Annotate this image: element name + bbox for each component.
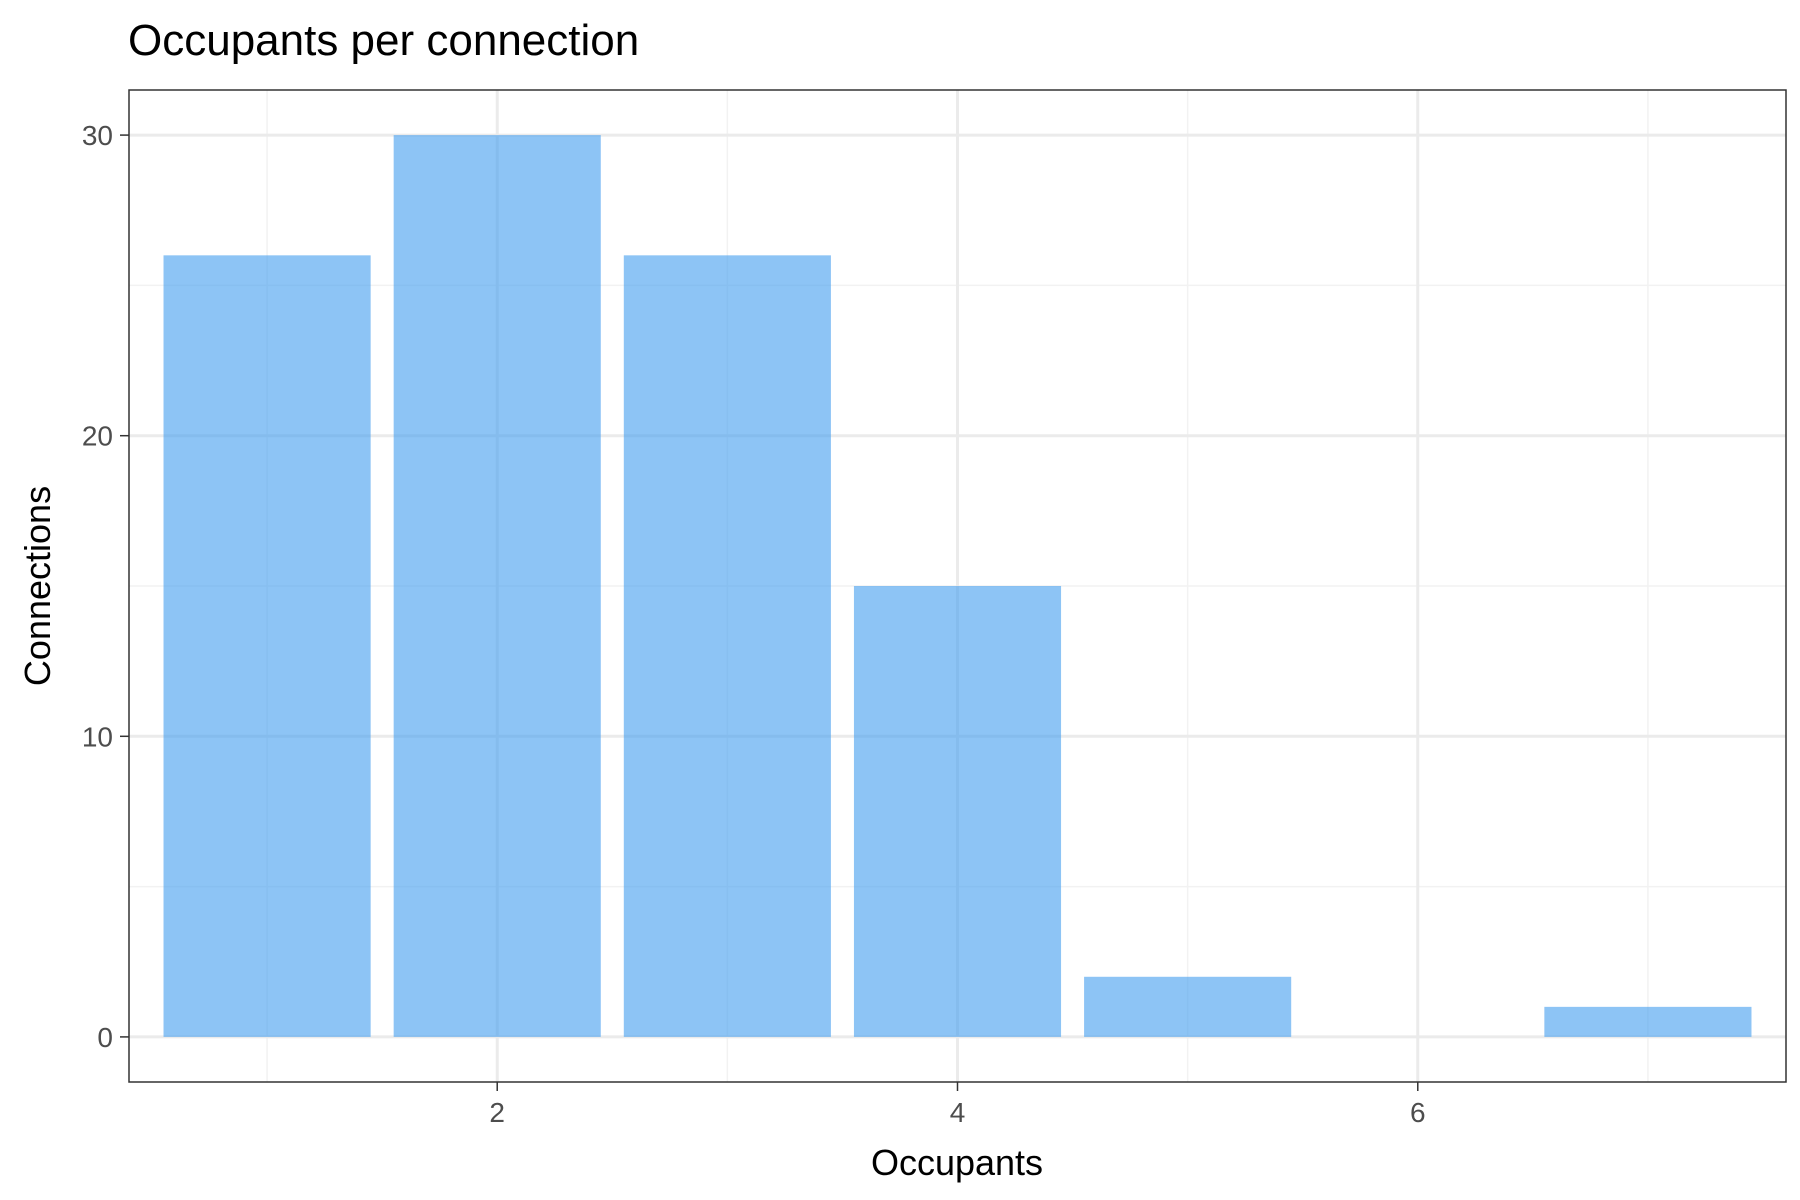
y-tick-label: 30 xyxy=(82,120,113,151)
bar-occupants-3 xyxy=(623,255,831,1037)
x-axis-title: Occupants xyxy=(871,1142,1043,1183)
chart-title: Occupants per connection xyxy=(128,16,639,65)
y-tick-label: 20 xyxy=(82,421,113,452)
y-tick-label: 0 xyxy=(97,1022,113,1053)
bar-occupants-2 xyxy=(393,135,601,1037)
x-tick-label: 6 xyxy=(1410,1097,1426,1128)
bar-occupants-4 xyxy=(853,586,1062,1037)
bar-occupants-1 xyxy=(163,255,371,1037)
x-tick-label: 4 xyxy=(950,1097,966,1128)
y-tick-label: 10 xyxy=(82,721,113,752)
bars xyxy=(163,135,1752,1037)
bar-occupants-5 xyxy=(1084,976,1292,1037)
x-tick-label: 2 xyxy=(489,1097,505,1128)
x-axis: 2 4 6 xyxy=(489,1082,1426,1128)
y-axis-title: Connections xyxy=(17,486,58,686)
bar-occupants-7 xyxy=(1544,1006,1752,1037)
y-axis: 0 10 20 30 xyxy=(82,120,129,1053)
